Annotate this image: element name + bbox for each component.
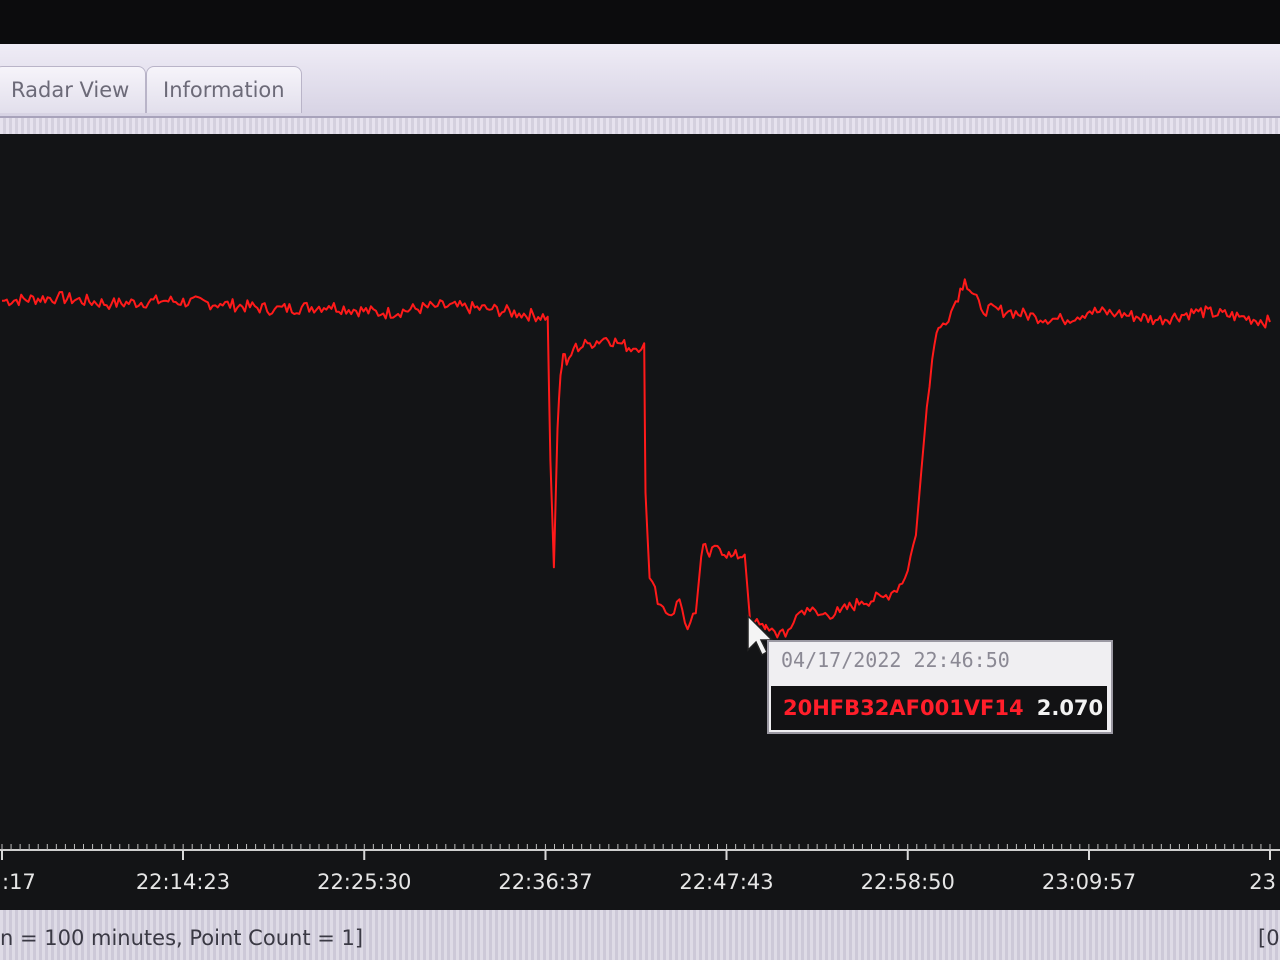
x-tick-label: 22:14:23	[136, 870, 230, 894]
tab-radar-view[interactable]: Radar View	[0, 66, 147, 113]
tooltip-value-row: 20HFB32AF001VF14 2.070	[771, 686, 1107, 730]
x-tick-label: 22:58:50	[861, 870, 955, 894]
trend-chart[interactable]: :17 22:14:23 22:25:30 22:36:37 22:47:43 22:58…	[0, 134, 1280, 910]
trend-plot-area[interactable]: :17 22:14:23 22:25:30 22:36:37 22:47:43 22:58…	[0, 134, 1280, 910]
tooltip-tag: 20HFB32AF001VF14	[783, 696, 1024, 720]
tab-bar: Radar View Information	[0, 44, 1280, 118]
tooltip-timestamp: 04/17/2022 22:46:50	[781, 648, 1010, 672]
status-bar: n = 100 minutes, Point Count = 1] [0	[0, 910, 1280, 960]
x-tick-label: 23	[1249, 870, 1276, 894]
status-right-text: [0	[1258, 926, 1280, 950]
toolbar-stripe	[0, 118, 1280, 134]
trend-series-line	[2, 278, 1271, 639]
tab-information[interactable]: Information	[146, 66, 302, 113]
screen-bezel	[0, 0, 1280, 44]
value-tooltip: 04/17/2022 22:46:50 20HFB32AF001VF14 2.0…	[767, 640, 1113, 734]
x-tick-label: 22:47:43	[679, 870, 773, 894]
status-time-span: n = 100 minutes, Point Count = 1]	[0, 926, 364, 950]
x-tick-label: 22:25:30	[317, 870, 411, 894]
x-tick-label: 23:09:57	[1042, 870, 1136, 894]
tooltip-value: 2.070	[1036, 696, 1104, 720]
x-tick-label: :17	[2, 870, 36, 894]
x-tick-label: 22:36:37	[498, 870, 592, 894]
